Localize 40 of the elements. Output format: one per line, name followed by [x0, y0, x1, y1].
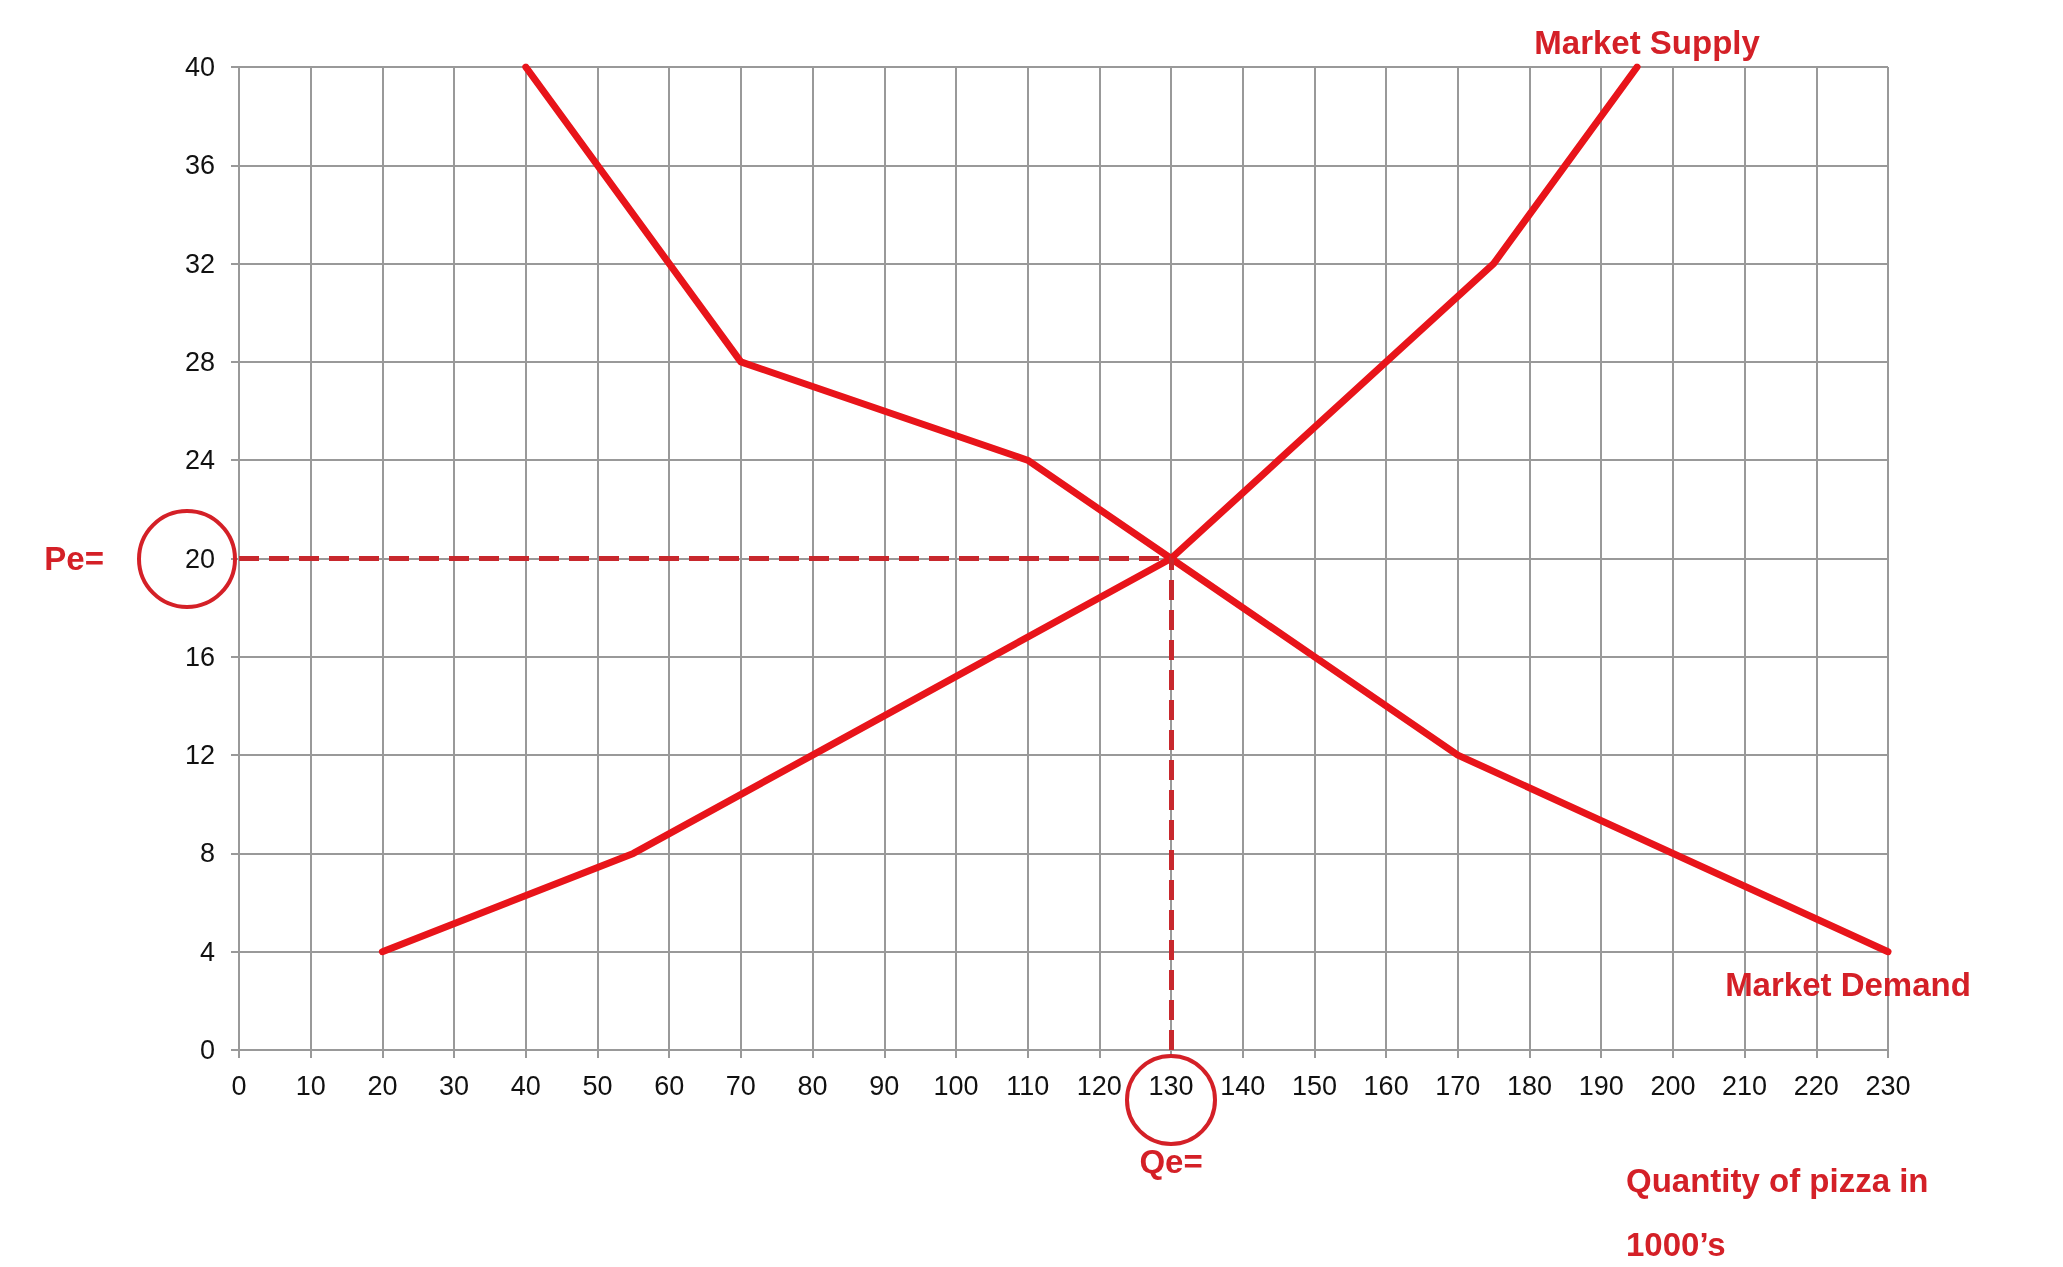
x-tick-label: 80: [797, 1070, 828, 1101]
y-tick-label: 16: [184, 641, 215, 672]
y-tick-label: 12: [184, 740, 215, 771]
y-tick-label: 32: [184, 248, 215, 279]
x-tick-label: 170: [1435, 1070, 1481, 1101]
series-label: Market Demand: [1725, 965, 1971, 1003]
y-tick-label: 24: [184, 445, 215, 476]
x-tick-label: 220: [1793, 1070, 1839, 1101]
y-tick-label: 8: [199, 838, 215, 869]
x-tick-label: 150: [1291, 1070, 1337, 1101]
x-tick-label: 0: [231, 1070, 247, 1101]
x-tick-label: 180: [1506, 1070, 1553, 1101]
ref-line-label: Qe=: [1139, 1143, 1203, 1180]
x-tick-label: 190: [1578, 1070, 1624, 1101]
x-tick-label: 140: [1220, 1070, 1266, 1101]
x-tick-label: 200: [1650, 1070, 1696, 1101]
x-tick-label: 160: [1363, 1070, 1409, 1101]
x-tick-label: 120: [1076, 1070, 1122, 1101]
y-tick-label: 36: [184, 150, 215, 181]
x-tick-label: 50: [582, 1070, 613, 1101]
x-tick-label: 130: [1148, 1070, 1194, 1101]
series-label: Market Supply: [1534, 24, 1761, 61]
x-tick-label: 230: [1865, 1070, 1911, 1101]
x-tick-label: 40: [510, 1070, 541, 1101]
x-axis-title: Quantity of pizza in 1000’s: [1626, 1161, 1938, 1263]
x-tick-label: 70: [725, 1070, 756, 1101]
y-tick-label: 40: [184, 52, 215, 82]
x-tick-label: 60: [654, 1070, 685, 1101]
y-tick-label: 0: [199, 1035, 215, 1065]
x-tick-label: 30: [439, 1070, 470, 1101]
y-tick-label: 28: [184, 346, 215, 377]
y-tick-label: 4: [199, 936, 215, 967]
x-tick-label: 10: [295, 1070, 326, 1101]
x-tick-label: 100: [933, 1070, 979, 1101]
x-tick-label: 90: [869, 1070, 900, 1101]
y-tick-label: 20: [184, 543, 215, 574]
x-tick-label: 20: [367, 1070, 398, 1101]
ref-line-label: Pe=: [44, 540, 104, 577]
x-tick-label: 110: [1006, 1070, 1050, 1101]
x-tick-label: 210: [1722, 1070, 1768, 1101]
